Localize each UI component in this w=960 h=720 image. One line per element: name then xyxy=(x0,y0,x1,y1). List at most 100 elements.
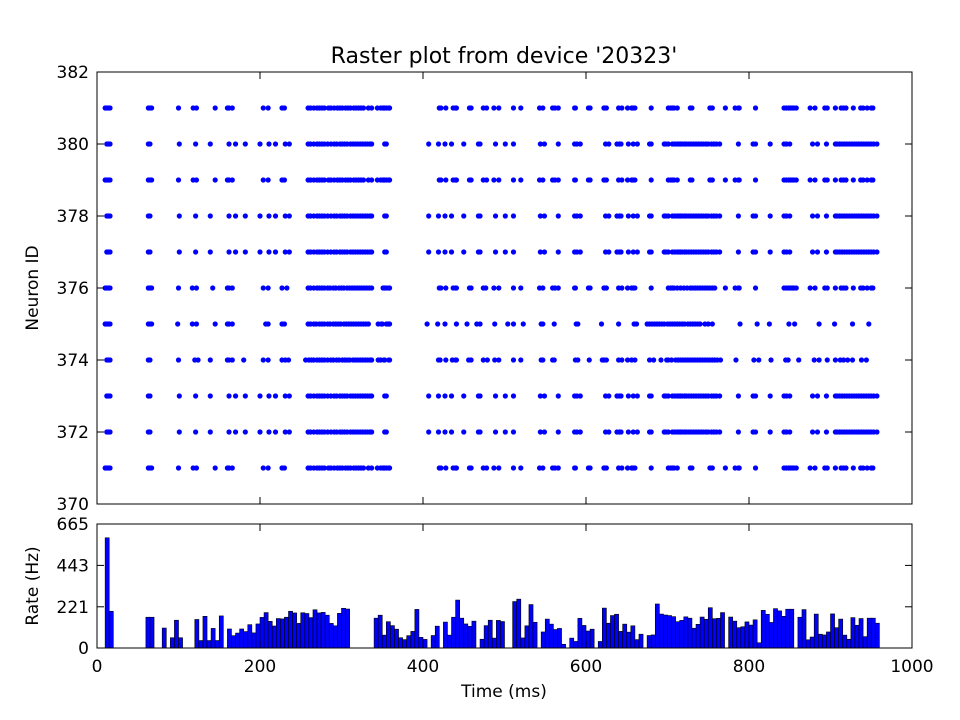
spike-point xyxy=(226,393,232,399)
spike-point xyxy=(426,429,432,435)
spike-point xyxy=(279,285,285,291)
spike-point xyxy=(496,465,502,471)
spike-point xyxy=(811,357,817,363)
spike-point xyxy=(107,213,113,219)
spike-point xyxy=(814,213,821,219)
spike-point xyxy=(193,321,200,327)
spike-point xyxy=(577,429,583,435)
rate-bar xyxy=(610,615,615,649)
spike-point xyxy=(850,465,856,471)
spike-point xyxy=(435,141,442,147)
spike-point xyxy=(496,285,502,291)
rate-bar xyxy=(667,615,672,649)
spike-point xyxy=(577,213,583,219)
spike-point xyxy=(575,357,581,363)
spike-point xyxy=(709,105,715,111)
spike-point xyxy=(832,105,838,111)
spike-point xyxy=(850,285,856,291)
spike-point xyxy=(435,393,442,399)
spike-point xyxy=(625,393,631,399)
spike-point xyxy=(555,465,561,471)
rate-bar xyxy=(210,628,216,649)
x-tick-label: 400 xyxy=(407,657,439,677)
spike-point xyxy=(577,249,583,255)
spike-point xyxy=(689,105,695,111)
spike-point xyxy=(630,141,636,147)
rate-bar xyxy=(386,621,391,649)
rate-bar xyxy=(748,624,754,649)
spike-point xyxy=(147,429,153,435)
spike-point xyxy=(175,357,182,363)
spike-point xyxy=(212,177,218,183)
spike-point xyxy=(752,105,759,111)
spike-point xyxy=(697,321,703,327)
spike-point xyxy=(555,141,561,147)
rate-bar xyxy=(259,617,265,649)
rate-bar xyxy=(381,634,387,649)
spike-point xyxy=(212,105,218,111)
spike-point xyxy=(555,285,561,291)
spike-point xyxy=(272,141,279,147)
spike-point xyxy=(816,357,822,363)
spike-point xyxy=(674,177,680,183)
raster-y-tick-label: 376 xyxy=(57,279,89,299)
spike-point xyxy=(814,141,821,147)
spike-point xyxy=(286,429,292,435)
spike-point xyxy=(606,429,612,435)
rate-bar xyxy=(618,631,623,649)
spike-point xyxy=(555,393,561,399)
spike-point xyxy=(618,141,624,147)
spike-point xyxy=(176,393,182,399)
spike-point xyxy=(383,213,389,219)
spike-point xyxy=(540,357,546,363)
rate-bar xyxy=(573,641,579,649)
spike-point xyxy=(232,393,239,399)
spike-point xyxy=(502,141,508,147)
rate-y-ticks: 0 221 443 665 xyxy=(57,515,912,659)
spike-point xyxy=(807,105,813,111)
spike-point xyxy=(787,393,793,399)
spike-point xyxy=(149,465,155,471)
spike-point xyxy=(502,429,508,435)
spike-point xyxy=(832,177,838,183)
spike-point xyxy=(665,429,671,435)
spike-point xyxy=(792,321,798,327)
spike-point xyxy=(193,177,200,183)
rate-bar xyxy=(703,618,709,649)
spike-point xyxy=(207,429,213,435)
rate-bar xyxy=(263,612,269,649)
spike-point xyxy=(260,465,266,471)
spike-point xyxy=(442,249,448,255)
spike-point xyxy=(281,321,288,327)
rate-bar xyxy=(817,633,823,649)
spike-point xyxy=(193,393,199,399)
spike-point xyxy=(207,357,213,363)
spike-point xyxy=(787,249,793,255)
rate-bar xyxy=(646,635,652,649)
rate-bar xyxy=(418,637,424,649)
spike-point xyxy=(870,465,876,471)
spike-point xyxy=(751,357,757,363)
spike-point xyxy=(717,141,723,147)
spike-point xyxy=(603,177,609,183)
spike-point xyxy=(874,249,880,255)
spike-point xyxy=(369,105,375,111)
rate-bar xyxy=(422,639,428,649)
spike-point xyxy=(832,285,838,291)
spike-point xyxy=(502,213,508,219)
spike-point xyxy=(843,465,849,471)
spike-point xyxy=(625,249,631,255)
rate-bar xyxy=(544,618,550,649)
rate-x-ticks: 0 200 400 600 800 1000 xyxy=(92,524,934,677)
spike-point xyxy=(360,105,367,111)
spike-point xyxy=(572,465,579,471)
spike-point xyxy=(630,429,636,435)
spike-point xyxy=(483,105,490,111)
spike-point xyxy=(107,393,113,399)
spike-point xyxy=(752,285,759,291)
spike-point xyxy=(809,213,816,219)
rate-bar xyxy=(707,607,713,649)
rate-bar xyxy=(496,620,501,649)
rate-bar xyxy=(149,616,155,649)
